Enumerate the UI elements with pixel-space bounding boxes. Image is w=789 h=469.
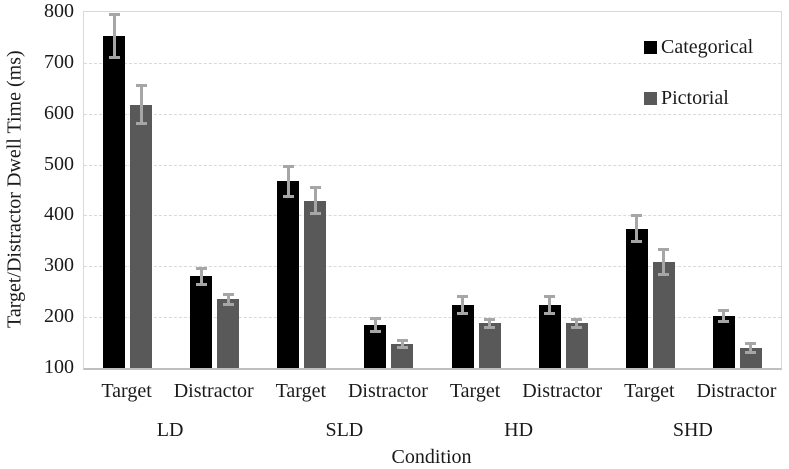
error-bar-pictorial-6 [662,248,666,276]
gridline-200 [84,317,781,319]
x-condition-label-HD: HD [504,419,534,441]
bar-categorical-2 [277,181,300,368]
error-cap-bottom [544,312,556,316]
error-cap-bottom [745,351,757,355]
error-cap-top [745,342,757,346]
error-cap-top [571,317,583,321]
y-tick-label-700: 700 [44,50,74,73]
error-cap-top [195,267,207,271]
error-cap-bottom [571,325,583,329]
bar-pictorial-0 [130,104,153,368]
error-bar-pictorial-2 [313,187,317,214]
bar-categorical-5 [538,304,561,368]
y-tick-label-100: 100 [44,356,74,378]
bar-categorical-3 [364,325,387,368]
error-cap-bottom [457,312,469,316]
error-cap-bottom [222,302,234,306]
error-bar-pictorial-5 [575,318,579,328]
error-cap-top [718,308,730,312]
bar-pictorial-5 [565,323,588,368]
y-tick-label-600: 600 [44,101,74,124]
x-condition-label-LD: LD [156,419,184,441]
error-cap-bottom [396,345,408,349]
error-bar-pictorial-3 [400,339,404,348]
x-category-label-7: Distractor [696,380,777,402]
y-tick-label-800: 800 [44,0,74,22]
error-bar-pictorial-0 [139,85,143,124]
y-tick-label-400: 400 [44,203,74,226]
error-cap-top [135,84,147,88]
error-cap-top [396,338,408,342]
error-cap-top [457,294,469,298]
x-category-label-0: Target [101,380,152,402]
legend-swatch-pictorial-icon [644,92,657,105]
bar-categorical-7 [712,315,735,368]
bar-pictorial-4 [478,323,501,368]
error-cap-bottom [484,325,496,329]
plot-area: Categorical Pictorial [83,11,782,370]
error-cap-top [282,165,294,169]
error-cap-bottom [108,56,120,60]
error-cap-top [544,294,556,298]
bar-pictorial-2 [304,200,327,368]
legend-label-pictorial: Pictorial [661,87,729,109]
gridline-300 [84,266,781,268]
gridline-700 [84,62,781,64]
bar-categorical-6 [625,228,648,368]
y-tick-label-500: 500 [44,152,74,175]
x-category-label-4: Target [449,380,501,402]
error-bar-categorical-6 [635,214,639,243]
error-bar-pictorial-4 [488,318,492,328]
x-condition-label-SHD: SHD [672,419,713,441]
bar-categorical-1 [190,276,213,368]
error-bar-categorical-2 [286,166,290,197]
error-cap-bottom [369,330,381,334]
error-cap-bottom [135,121,147,125]
error-cap-top [631,213,643,217]
error-bar-categorical-5 [548,295,552,315]
x-category-label-3: Distractor [347,380,428,402]
error-bar-categorical-0 [112,13,116,59]
legend-item-categorical: Categorical [644,36,753,59]
error-bar-pictorial-1 [226,293,230,305]
error-bar-categorical-3 [373,318,377,333]
legend: Categorical Pictorial [644,36,753,110]
error-bar-categorical-1 [199,268,203,285]
error-cap-top [108,12,120,16]
x-category-label-5: Distractor [522,380,603,402]
error-cap-bottom [195,282,207,286]
error-cap-top [309,186,321,190]
error-cap-top [658,247,670,251]
legend-item-pictorial: Pictorial [644,87,753,110]
gridline-600 [84,113,781,115]
bar-pictorial-3 [391,343,414,368]
error-cap-bottom [658,273,670,277]
error-cap-bottom [282,194,294,198]
gridline-400 [84,215,781,217]
legend-swatch-categorical-icon [644,41,657,54]
bar-pictorial-6 [652,262,675,368]
x-category-label-1: Distractor [173,380,254,402]
error-bar-categorical-4 [461,295,465,315]
error-bar-categorical-7 [722,309,726,322]
x-category-label-6: Target [624,380,675,402]
error-cap-bottom [718,319,730,323]
error-cap-top [369,317,381,321]
x-category-label-2: Target [275,380,327,402]
bar-pictorial-1 [217,299,240,368]
bar-categorical-4 [451,304,474,368]
error-cap-top [484,317,496,321]
y-tick-label-300: 300 [44,254,74,277]
x-axis-title: Condition [391,446,472,468]
bar-categorical-0 [103,35,126,368]
gridline-500 [84,164,781,166]
legend-label-categorical: Categorical [661,36,754,58]
error-bar-pictorial-7 [749,343,753,354]
x-condition-label-SLD: SLD [325,419,364,441]
error-cap-top [222,292,234,296]
error-cap-bottom [631,240,643,244]
y-tick-label-200: 200 [44,305,74,328]
error-cap-bottom [309,211,321,215]
